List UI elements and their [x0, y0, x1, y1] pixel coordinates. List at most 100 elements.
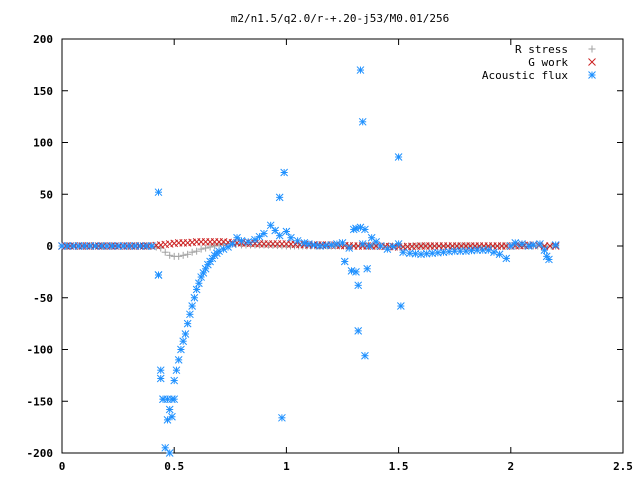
data-point: [467, 246, 476, 255]
data-point: [529, 241, 538, 249]
data-point: [304, 240, 313, 248]
data-point: [168, 412, 176, 421]
data-point: [394, 240, 403, 248]
data-point: [170, 376, 179, 385]
data-point: [495, 250, 504, 259]
series-acoustic-flux: [58, 66, 560, 457]
y-tick-label: -200: [27, 447, 54, 460]
data-point: [156, 366, 165, 375]
data-point: [154, 271, 163, 279]
data-point: [251, 235, 259, 244]
legend-label: G work: [528, 56, 568, 69]
data-point: [193, 247, 201, 255]
data-point: [161, 248, 169, 256]
y-tick-label: 200: [33, 33, 53, 46]
data-point: [365, 242, 374, 250]
data-point: [354, 327, 363, 335]
data-point: [338, 239, 347, 247]
data-point: [361, 351, 369, 360]
data-point: [177, 345, 185, 354]
data-point: [511, 239, 520, 247]
y-tick-label: 50: [40, 188, 53, 201]
data-point: [300, 239, 309, 247]
data-point: [228, 240, 237, 248]
data-point: [206, 243, 214, 251]
data-point: [197, 245, 205, 253]
data-point: [199, 269, 208, 277]
data-point: [172, 366, 181, 375]
x-tick-label: 0.5: [164, 460, 184, 473]
data-point: [163, 416, 172, 424]
data-point: [278, 413, 286, 422]
data-point: [181, 330, 190, 338]
data-point: [186, 310, 194, 319]
data-point: [352, 268, 360, 276]
data-point: [215, 241, 223, 249]
data-point: [340, 257, 349, 266]
data-point: [354, 281, 363, 290]
data-point: [506, 242, 515, 250]
data-point: [287, 233, 295, 242]
data-point: [363, 264, 372, 273]
data-point: [166, 251, 174, 259]
data-point: [154, 188, 163, 197]
data-point: [188, 248, 196, 256]
data-point: [142, 242, 151, 250]
data-point: [551, 241, 560, 249]
data-point: [147, 242, 156, 250]
x-tick-label: 1: [283, 460, 290, 473]
data-point: [192, 285, 201, 294]
y-tick-label: 100: [33, 137, 53, 150]
data-point: [224, 243, 232, 251]
data-point: [358, 240, 367, 248]
y-tick-label: 0: [46, 240, 53, 253]
data-point: [114, 242, 122, 250]
data-point: [165, 449, 174, 457]
data-point: [394, 153, 403, 161]
data-point: [156, 374, 165, 383]
data-point: [188, 302, 197, 310]
data-point: [282, 227, 291, 236]
data-point: [540, 246, 549, 254]
tick-layer: 0 0.5 1 1.5 2 2.5 -200 -150 -100 -50 0 50 100 150 200: [27, 33, 633, 473]
data-point: [179, 337, 188, 346]
data-point: [356, 66, 365, 74]
x-tick-label: 2: [507, 460, 514, 473]
data-point: [202, 244, 210, 252]
data-point: [183, 319, 192, 328]
data-point: [347, 266, 356, 275]
legend-marker: [588, 58, 596, 66]
data-point: [211, 242, 219, 250]
data-point: [233, 233, 241, 242]
chart-title: m2/n1.5/q2.0/r-+.20-j53/M0.01/256: [231, 12, 450, 25]
data-point: [518, 240, 526, 248]
y-tick-label: -150: [27, 395, 54, 408]
legend-label: Acoustic flux: [482, 69, 568, 82]
data-point: [179, 251, 187, 259]
x-tick-label: 2.5: [613, 460, 633, 473]
data-point: [352, 224, 360, 233]
data-point: [358, 117, 367, 126]
x-tick-label: 0: [59, 460, 66, 473]
data-point: [195, 279, 203, 288]
data-point: [119, 242, 128, 250]
data-point: [293, 236, 302, 245]
data-point: [478, 246, 487, 254]
data-point: [450, 247, 459, 256]
data-point: [244, 238, 253, 246]
y-tick-label: -100: [27, 344, 54, 357]
data-point: [260, 229, 268, 238]
x-tick-label: 1.5: [389, 460, 409, 473]
y-tick-label: 150: [33, 85, 53, 98]
data-point: [361, 225, 369, 234]
data-point: [174, 355, 183, 364]
data-point: [58, 242, 66, 250]
data-point: [237, 236, 246, 245]
data-point: [396, 302, 405, 310]
data-point: [280, 168, 289, 177]
series-layer: [58, 66, 560, 457]
data-point: [184, 250, 192, 258]
data-point: [345, 244, 354, 252]
